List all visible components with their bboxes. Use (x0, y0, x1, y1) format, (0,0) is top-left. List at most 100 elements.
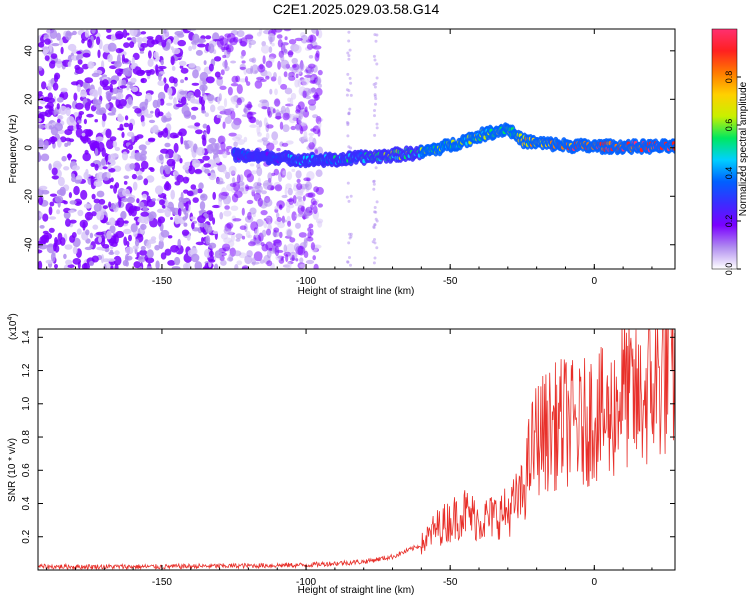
noise-mark (63, 166, 70, 171)
noise-mark (130, 63, 136, 70)
noise-mark (298, 232, 307, 238)
noise-mark (375, 122, 379, 126)
noise-mark (50, 53, 58, 59)
noise-mark (241, 60, 246, 64)
noise-mark (113, 255, 122, 266)
noise-mark (164, 142, 171, 148)
noise-mark (187, 125, 196, 129)
noise-mark (222, 243, 231, 252)
noise-mark (315, 186, 324, 195)
noise-mark (308, 55, 314, 59)
noise-mark (206, 124, 211, 135)
noise-mark (117, 115, 125, 123)
noise-mark (146, 266, 153, 269)
noise-mark (203, 163, 212, 168)
noise-mark (220, 233, 228, 240)
noise-mark (154, 244, 160, 251)
noise-mark (42, 213, 49, 222)
noise-mark (346, 72, 350, 76)
noise-mark (303, 177, 311, 182)
noise-mark (107, 42, 117, 52)
noise-mark (347, 89, 351, 93)
noise-mark (87, 38, 93, 48)
noise-mark (188, 45, 193, 52)
noise-mark (155, 185, 164, 195)
noise-mark (259, 63, 264, 70)
noise-mark (194, 169, 202, 174)
noise-mark (48, 163, 52, 171)
noise-mark (73, 185, 80, 196)
noise-mark (230, 110, 236, 120)
noise-mark (374, 210, 378, 214)
noise-mark (310, 242, 315, 251)
noise-mark (79, 134, 89, 142)
noise-mark (198, 210, 204, 214)
noise-mark (181, 229, 190, 236)
noise-mark (276, 212, 280, 219)
noise-mark (129, 163, 136, 170)
x-tick-label: -100 (296, 577, 316, 588)
noise-mark (102, 79, 109, 86)
noise-mark (183, 263, 189, 269)
noise-mark (373, 33, 377, 37)
noise-mark (59, 237, 66, 246)
noise-mark (272, 108, 276, 114)
colorbar-tick-label: 0.0 (724, 263, 734, 276)
noise-mark (174, 31, 184, 36)
noise-mark (141, 121, 146, 127)
noise-mark (287, 97, 292, 103)
noise-mark (190, 99, 200, 104)
noise-mark (133, 135, 140, 141)
noise-mark (82, 82, 88, 89)
x-tick-label: 0 (592, 577, 598, 588)
noise-mark (124, 246, 134, 255)
noise-mark (44, 96, 49, 103)
noise-mark (76, 55, 80, 61)
noise-mark (348, 232, 352, 236)
noise-mark (310, 75, 315, 81)
noise-mark (345, 195, 349, 199)
noise-mark (77, 209, 84, 217)
noise-mark (298, 212, 305, 217)
noise-mark (202, 137, 207, 147)
noise-mark (257, 103, 264, 108)
noise-mark (173, 97, 177, 105)
noise-mark (285, 140, 294, 145)
noise-mark (241, 49, 246, 57)
noise-mark (349, 194, 353, 198)
noise-mark (312, 45, 322, 50)
noise-mark (227, 86, 233, 96)
noise-mark (146, 249, 154, 259)
noise-mark (308, 63, 316, 69)
noise-mark (230, 60, 237, 64)
noise-mark (126, 32, 130, 36)
noise-mark (375, 200, 379, 204)
noise-mark (111, 107, 117, 114)
noise-mark (198, 182, 204, 190)
colorbar-ticks: 0.0 0.2 0.4 0.6 0.8 (724, 71, 741, 276)
noise-mark (148, 50, 152, 59)
noise-mark (230, 96, 238, 103)
noise-mark (105, 103, 110, 110)
noise-mark (145, 113, 154, 119)
noise-mark (63, 253, 67, 260)
noise-mark (182, 176, 189, 184)
noise-mark (209, 250, 214, 257)
noise-mark (247, 111, 254, 120)
noise-mark (347, 54, 351, 58)
noise-mark (49, 43, 53, 53)
spectrogram-x-label: Height of straight line (km) (298, 286, 415, 297)
noise-mark (287, 50, 294, 58)
noise-mark (212, 204, 221, 209)
noise-mark (216, 181, 225, 185)
noise-mark (106, 139, 114, 150)
noise-mark (73, 198, 83, 206)
noise-mark (289, 66, 294, 71)
noise-mark (287, 74, 293, 80)
noise-mark (44, 38, 51, 45)
noise-mark (372, 261, 376, 265)
noise-mark (190, 216, 196, 220)
snr-x-label: Height of straight line (km) (298, 585, 415, 596)
noise-mark (301, 78, 309, 86)
noise-mark (84, 102, 91, 111)
